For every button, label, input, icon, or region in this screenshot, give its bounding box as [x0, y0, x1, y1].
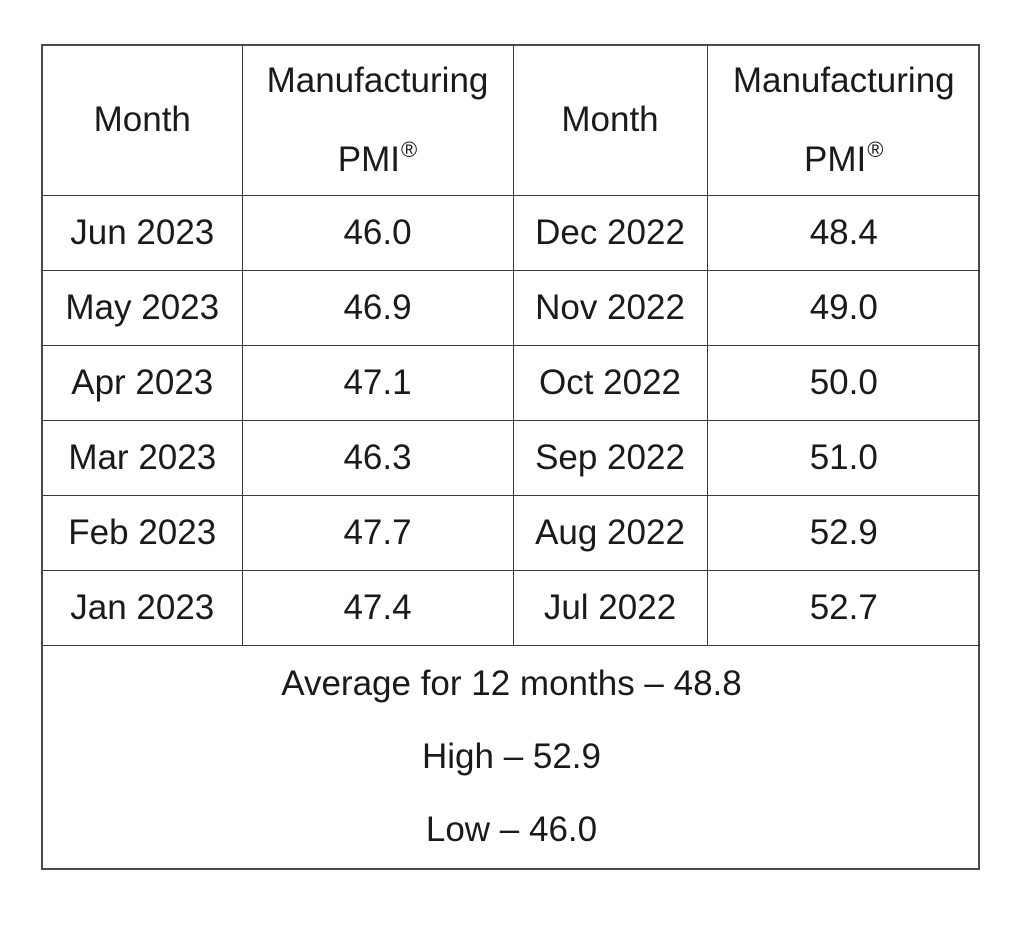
header-month-label: Month [561, 100, 659, 140]
header-row: Month Manufacturing PMI® Month Manufactu… [43, 46, 981, 196]
header-month-label: Month [93, 100, 191, 140]
registered-mark: ® [401, 137, 418, 163]
header-pmi-left: Manufacturing PMI® [241, 46, 514, 196]
pmi-value-cell: 47.7 [241, 494, 514, 571]
header-month-right: Month [512, 46, 708, 196]
registered-mark: ® [867, 137, 884, 163]
pmi-table-frame: Month Manufacturing PMI® Month Manufactu… [41, 44, 980, 870]
pmi-value-cell: 52.9 [706, 494, 980, 571]
pmi-value-cell: 46.3 [241, 419, 514, 496]
month-cell: Dec 2022 [512, 194, 708, 271]
pmi-value-cell: 49.0 [706, 269, 980, 346]
table-row: Mar 2023 46.3 Sep 2022 51.0 [43, 419, 980, 496]
month-cell: Sep 2022 [512, 419, 708, 496]
month-cell: Oct 2022 [512, 344, 708, 421]
month-cell: Mar 2023 [43, 419, 243, 496]
table-row: Jun 2023 46.0 Dec 2022 48.4 [43, 194, 980, 271]
summary-high: High – 52.9 [421, 737, 602, 777]
header-pmi-label: PMI [804, 140, 867, 180]
header-pmi-line2: PMI® [243, 116, 513, 194]
month-cell: Feb 2023 [43, 494, 243, 571]
month-cell: Jan 2023 [43, 569, 243, 646]
header-pmi-line2: PMI® [708, 116, 981, 194]
summary-cell: Average for 12 months – 48.8 High – 52.9… [43, 644, 980, 868]
table-row: Apr 2023 47.1 Oct 2022 50.0 [43, 344, 980, 421]
header-pmi-line1: Manufacturing [732, 61, 955, 101]
pmi-value-cell: 51.0 [706, 419, 980, 496]
header-pmi-label: PMI [337, 140, 400, 180]
month-cell: Nov 2022 [512, 269, 708, 346]
month-cell: May 2023 [43, 269, 243, 346]
month-cell: Aug 2022 [512, 494, 708, 571]
header-pmi-line1: Manufacturing [266, 61, 489, 101]
table-row: Jan 2023 47.4 Jul 2022 52.7 [43, 569, 980, 646]
table-row: May 2023 46.9 Nov 2022 49.0 [43, 269, 980, 346]
pmi-value-cell: 52.7 [706, 569, 980, 646]
pmi-value-cell: 48.4 [706, 194, 980, 271]
header-pmi-right: Manufacturing PMI® [706, 46, 981, 196]
summary-low: Low – 46.0 [425, 810, 598, 850]
month-cell: Jun 2023 [43, 194, 243, 271]
pmi-value-cell: 47.1 [241, 344, 514, 421]
month-cell: Jul 2022 [512, 569, 708, 646]
pmi-value-cell: 50.0 [706, 344, 980, 421]
pmi-value-cell: 47.4 [241, 569, 514, 646]
summary-average: Average for 12 months – 48.8 [281, 664, 742, 704]
pmi-value-cell: 46.0 [241, 194, 514, 271]
month-cell: Apr 2023 [43, 344, 243, 421]
table-row: Feb 2023 47.7 Aug 2022 52.9 [43, 494, 980, 571]
header-month-left: Month [43, 46, 243, 196]
pmi-table: Month Manufacturing PMI® Month Manufactu… [43, 46, 980, 868]
pmi-value-cell: 46.9 [241, 269, 514, 346]
summary-row: Average for 12 months – 48.8 High – 52.9… [43, 644, 980, 868]
